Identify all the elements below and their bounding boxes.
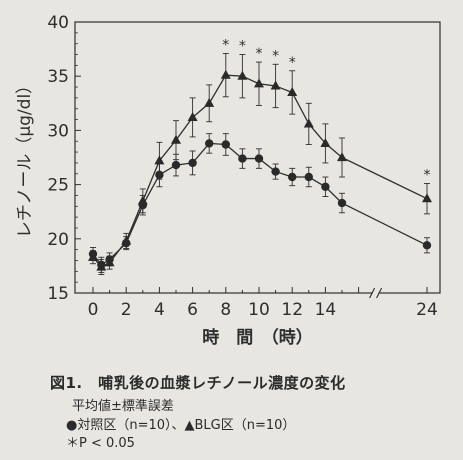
axis-break-mark — [376, 287, 383, 299]
data-point-triangle — [237, 70, 248, 80]
data-point-triangle — [270, 80, 281, 90]
x-tick-label: 2 — [121, 300, 132, 320]
data-point-triangle — [104, 257, 115, 267]
data-point-triangle — [303, 118, 314, 128]
data-point-triangle — [287, 87, 298, 97]
x-tick-label: 8 — [220, 300, 231, 320]
x-tick-label: 24 — [416, 300, 438, 320]
data-point-triangle — [137, 195, 148, 205]
x-tick-label: 14 — [315, 300, 337, 320]
data-point-circle — [422, 241, 432, 250]
data-point-circle — [171, 160, 181, 170]
data-point-triangle — [320, 138, 331, 148]
y-tick-label: 40 — [47, 13, 69, 33]
data-point-triangle — [88, 251, 98, 261]
data-point-triangle — [187, 111, 198, 121]
significance-asterisk: * — [289, 55, 296, 71]
axis-break-mark — [369, 287, 376, 299]
y-tick-label: 15 — [47, 284, 69, 304]
data-point-triangle — [121, 235, 132, 245]
y-tick-label: 35 — [47, 67, 69, 87]
x-tick-label: 12 — [281, 300, 303, 320]
x-tick-label: 6 — [187, 300, 198, 320]
plot-frame — [74, 21, 441, 294]
data-point-triangle — [204, 97, 215, 107]
data-point-triangle — [154, 155, 165, 165]
data-point-circle — [221, 140, 230, 149]
data-point-circle — [271, 167, 280, 176]
data-point-triangle — [422, 193, 432, 203]
significance-asterisk: * — [239, 39, 246, 55]
data-point-circle — [304, 172, 313, 182]
x-axis-title: 時 間 （時） — [202, 327, 313, 348]
data-point-circle — [288, 172, 297, 182]
significance-asterisk: * — [222, 37, 229, 53]
significance-asterisk: * — [424, 168, 431, 184]
axis-break-gap — [372, 289, 379, 297]
figure-caption-legend: ●対照区（n=10）、▲BLG区（n=10） — [66, 418, 296, 433]
data-point-circle — [254, 154, 264, 163]
x-tick-label: 0 — [88, 300, 99, 320]
x-tick-label: 4 — [154, 300, 165, 320]
figure-caption-title: 図1. 哺乳後の血漿レチノール濃度の変化 — [50, 374, 346, 392]
data-point-circle — [238, 154, 247, 163]
figure-caption-note: 平均値±標準誤差 — [72, 399, 174, 414]
data-point-circle — [321, 182, 330, 191]
data-point-triangle — [337, 152, 347, 162]
data-point-circle — [188, 158, 197, 168]
y-tick-label: 20 — [47, 230, 69, 250]
data-point-triangle — [171, 134, 181, 144]
series-line — [92, 74, 428, 268]
data-point-circle — [205, 139, 214, 148]
data-point-triangle — [220, 69, 231, 79]
significance-asterisk: * — [256, 46, 263, 62]
y-tick-label: 30 — [47, 121, 69, 141]
significance-asterisk: * — [272, 48, 279, 64]
series-blg: * * * * * * — [88, 37, 432, 276]
figure-caption-significance: ＊P < 0.05 — [66, 436, 135, 451]
data-point-triangle — [96, 261, 107, 271]
data-point-triangle — [254, 78, 264, 88]
y-tick-label: 25 — [47, 176, 69, 196]
x-tick-label: 10 — [248, 300, 270, 320]
data-point-circle — [337, 198, 347, 208]
y-axis-title: レチノール（μg/dl） — [15, 77, 35, 238]
